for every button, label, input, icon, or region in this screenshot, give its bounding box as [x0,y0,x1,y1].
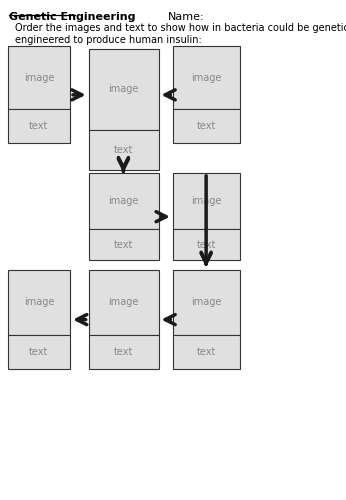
Text: text: text [114,146,133,156]
Bar [89,48,158,130]
Bar [8,109,70,143]
Text: Genetic Engineering: Genetic Engineering [9,12,135,22]
Text: Name:: Name: [168,12,205,22]
Bar [8,46,70,109]
Text: text: text [114,347,133,357]
Text: text: text [29,347,48,357]
Text: image: image [191,196,221,206]
Text: text: text [29,121,48,131]
Text: image: image [24,297,54,307]
Bar [173,334,239,370]
Text: image: image [108,196,139,206]
Bar [173,109,239,143]
Bar [89,334,158,370]
Bar [89,270,158,334]
Text: Order the images and text to show how in bacteria could be genetically
engineere: Order the images and text to show how in… [15,24,346,45]
Text: text: text [197,121,216,131]
Bar [173,230,239,260]
Text: text: text [197,240,216,250]
Text: image: image [191,297,221,307]
Text: text: text [197,347,216,357]
Text: image: image [24,72,54,83]
Bar [89,230,158,260]
Bar [173,46,239,109]
Bar [89,130,158,170]
Bar [8,334,70,370]
Text: image: image [108,297,139,307]
Bar [89,173,158,230]
Text: image: image [191,72,221,83]
Bar [173,173,239,230]
Bar [173,270,239,334]
Text: text: text [114,240,133,250]
Bar [8,270,70,334]
Text: image: image [108,84,139,94]
